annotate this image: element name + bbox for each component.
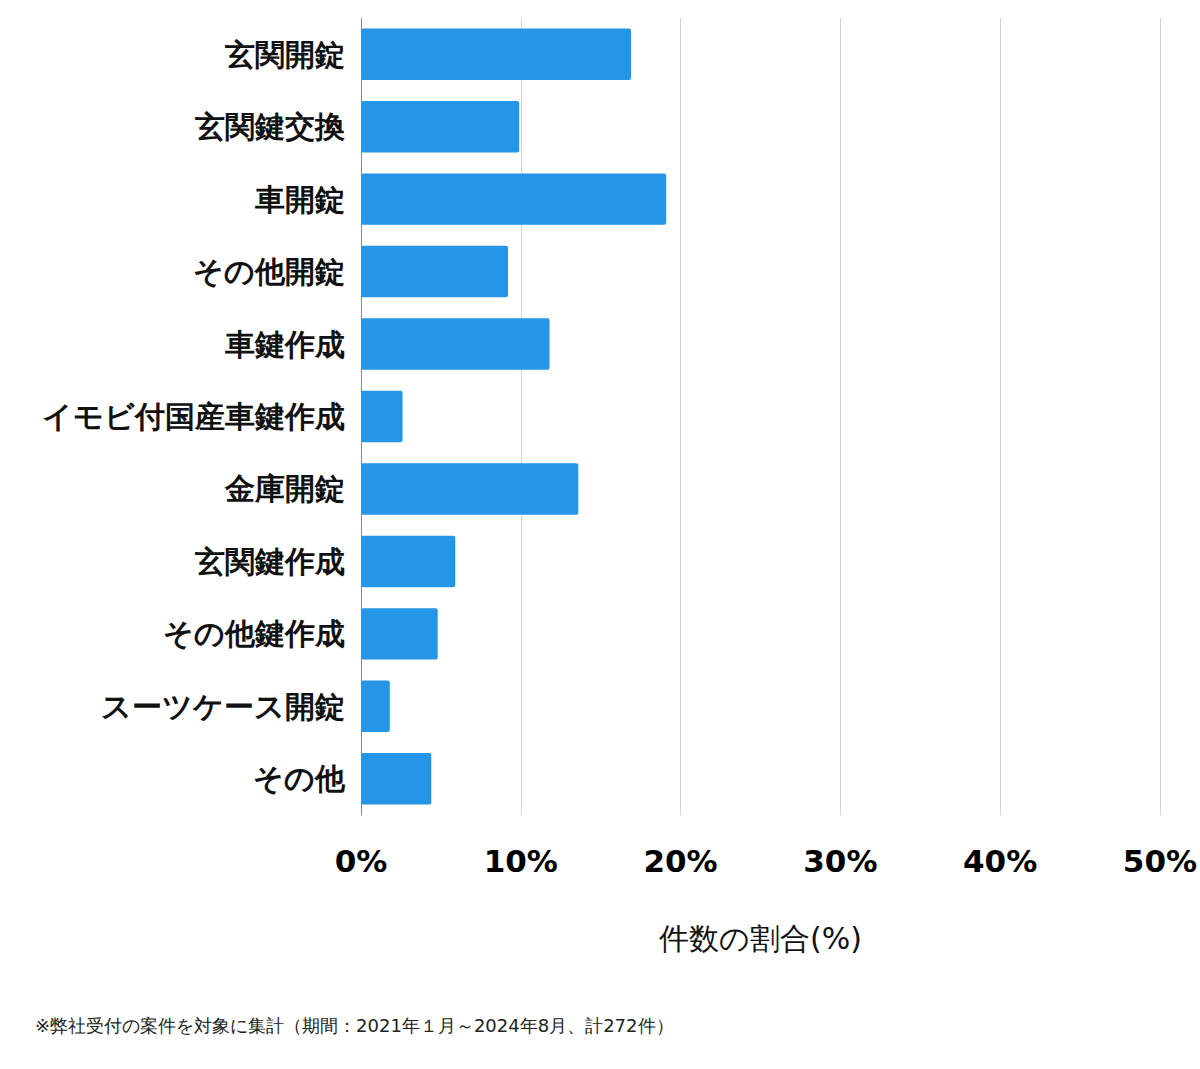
svg-text:その他: その他 (253, 761, 346, 796)
svg-text:イモビ付国産車鍵作成: イモビ付国産車鍵作成 (42, 399, 345, 434)
svg-text:玄関鍵作成: 玄関鍵作成 (194, 544, 345, 579)
svg-text:50%: 50% (1123, 843, 1197, 879)
svg-text:30%: 30% (803, 843, 877, 879)
svg-text:0%: 0% (335, 843, 388, 879)
svg-text:件数の割合(%): 件数の割合(%) (659, 921, 862, 956)
svg-text:その他開錠: その他開錠 (193, 254, 345, 289)
svg-text:40%: 40% (963, 843, 1037, 879)
svg-text:車鍵作成: 車鍵作成 (224, 327, 345, 362)
svg-text:※弊社受付の案件を対象に集計（期間：2021年１月～2024: ※弊社受付の案件を対象に集計（期間：2021年１月～2024年8月、計272件） (35, 1015, 674, 1036)
svg-text:20%: 20% (643, 843, 717, 879)
svg-text:その他鍵作成: その他鍵作成 (163, 616, 345, 651)
svg-text:スーツケース開錠: スーツケース開錠 (101, 689, 345, 724)
svg-text:玄関開錠: 玄関開錠 (224, 37, 345, 72)
svg-text:車開錠: 車開錠 (254, 182, 345, 217)
svg-text:10%: 10% (484, 843, 558, 879)
svg-text:玄関鍵交換: 玄関鍵交換 (194, 109, 345, 144)
svg-text:金庫開錠: 金庫開錠 (224, 471, 345, 506)
